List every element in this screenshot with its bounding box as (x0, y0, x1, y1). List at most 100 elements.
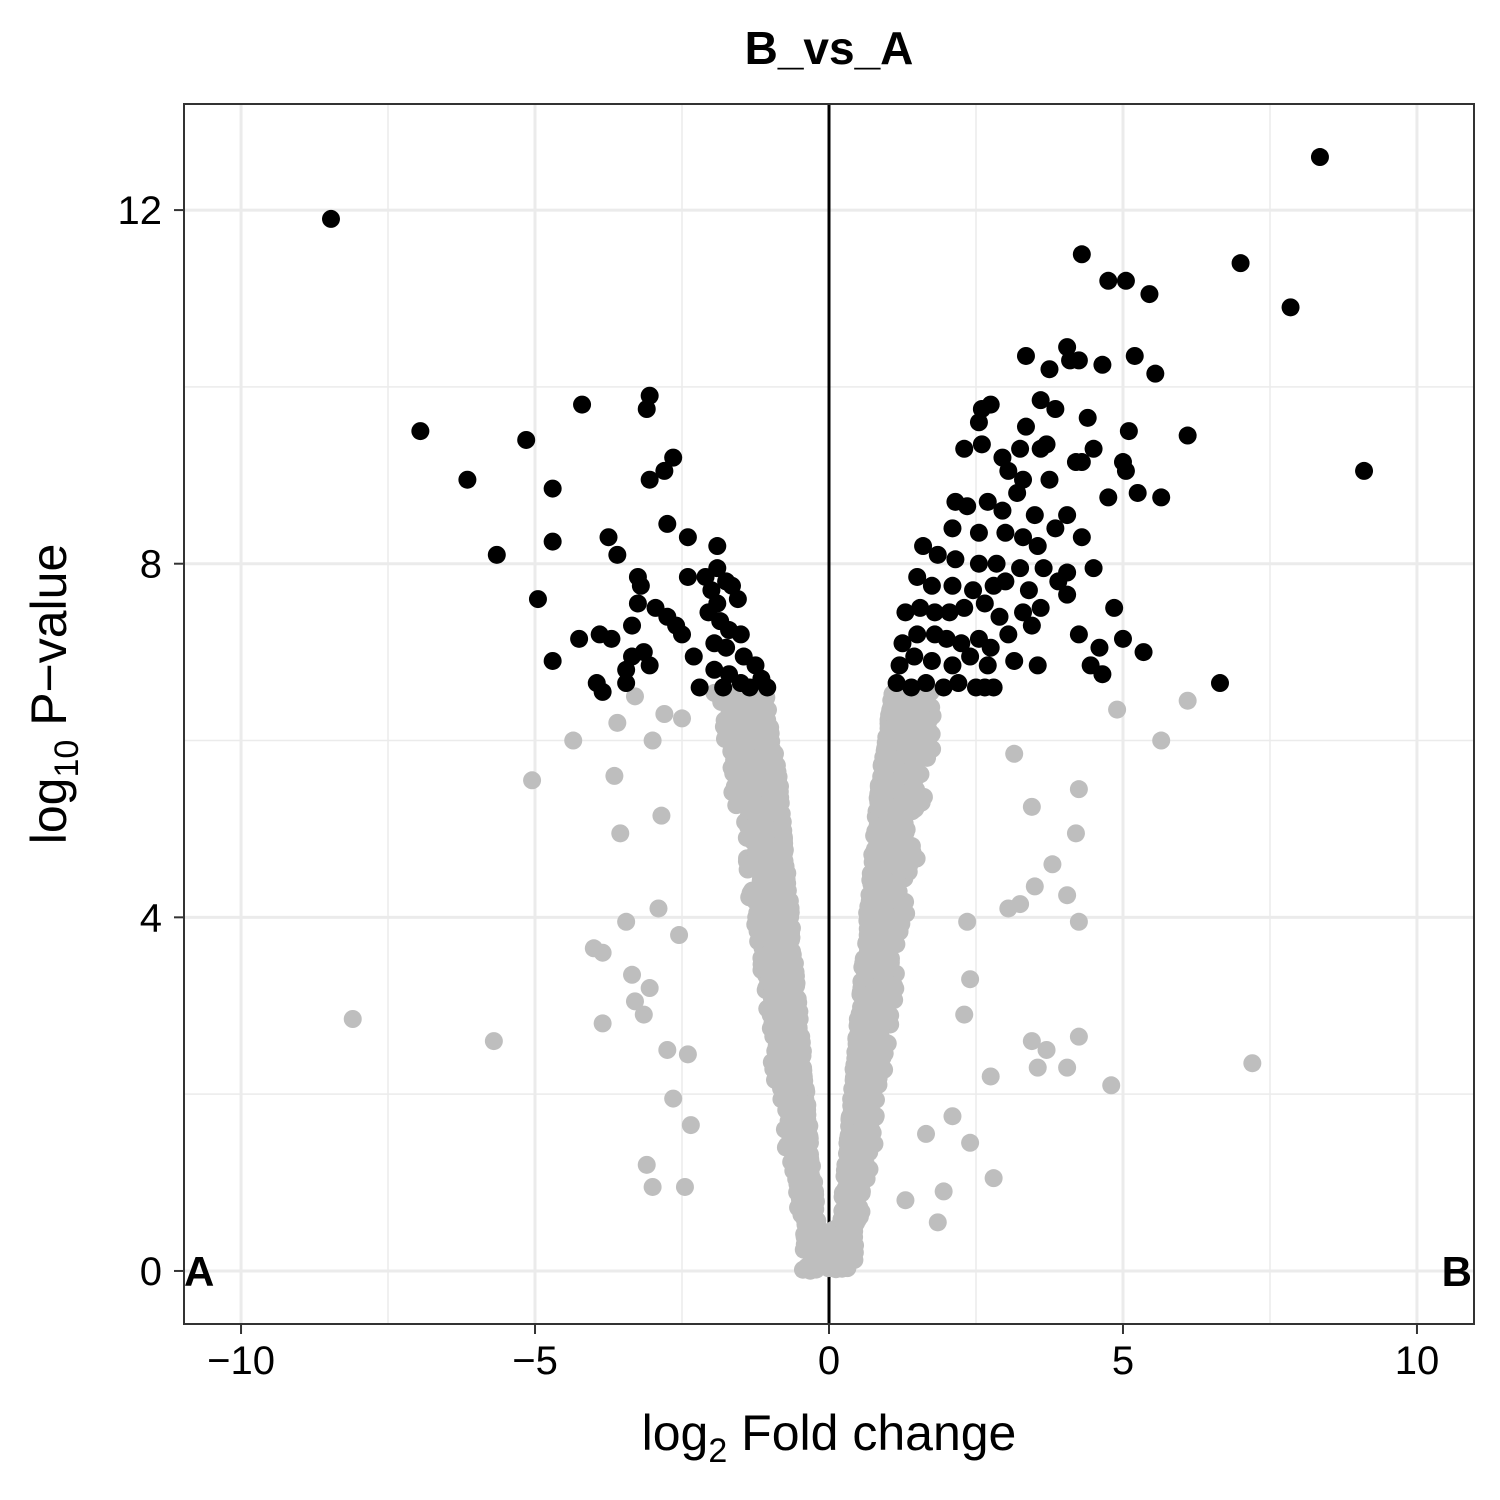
x-axis-label: log2 Fold change (642, 1405, 1017, 1470)
nonsignificant-point (879, 746, 898, 765)
significant-point (928, 545, 947, 564)
significant-point (961, 647, 980, 666)
nonsignificant-point (779, 923, 798, 942)
significant-point (758, 678, 777, 697)
significant-point (1046, 519, 1065, 538)
nonsignificant-point (754, 831, 773, 850)
nonsignificant-point (961, 970, 980, 989)
nonsignificant-point (800, 1116, 819, 1135)
significant-point (673, 625, 692, 644)
nonsignificant-point (803, 1196, 822, 1215)
nonsignificant-point (343, 1010, 362, 1028)
nonsignificant-point (767, 937, 786, 956)
nonsignificant-point (673, 709, 692, 728)
nonsignificant-point (681, 1116, 700, 1135)
significant-point (1210, 674, 1229, 693)
significant-point (1113, 629, 1132, 648)
significant-point (1072, 245, 1091, 264)
nonsignificant-point (895, 818, 914, 837)
nonsignificant-point (564, 731, 583, 750)
nonsignificant-point (763, 1014, 782, 1033)
nonsignificant-point (837, 1218, 856, 1237)
nonsignificant-point (640, 979, 659, 998)
significant-point (1099, 271, 1118, 290)
significant-point (972, 435, 991, 454)
significant-point (887, 674, 906, 693)
significant-point (996, 523, 1015, 542)
nonsignificant-point (758, 959, 777, 978)
significant-point (617, 674, 636, 693)
x-axis-label-prefix: log (642, 1405, 709, 1461)
nonsignificant-point (1058, 1058, 1077, 1077)
significant-point (1016, 346, 1035, 365)
significant-point (955, 598, 974, 617)
significant-point (984, 678, 1003, 697)
significant-point (958, 497, 977, 516)
nonsignificant-point (678, 1045, 697, 1064)
nonsignificant-point (664, 1089, 683, 1108)
nonsignificant-point (763, 853, 782, 872)
significant-point (1355, 461, 1374, 480)
significant-point (1034, 559, 1053, 578)
significant-point (946, 550, 965, 569)
significant-point (937, 629, 956, 648)
significant-point (411, 422, 430, 441)
nonsignificant-point (617, 912, 636, 931)
nonsignificant-point (849, 1106, 868, 1125)
nonsignificant-point (772, 900, 791, 919)
significant-point (1014, 603, 1033, 622)
nonsignificant-point (593, 943, 612, 962)
significant-point (1008, 483, 1027, 502)
significant-point (1140, 285, 1159, 304)
significant-point (1146, 364, 1165, 383)
significant-point (981, 638, 1000, 657)
x-tick-label: −10 (207, 1339, 275, 1383)
significant-point (1231, 254, 1250, 273)
chart-title: B_vs_A (745, 22, 914, 74)
nonsignificant-point (794, 1240, 813, 1259)
y-tick-label: 12 (118, 189, 163, 233)
significant-point (999, 461, 1018, 480)
nonsignificant-point (658, 1040, 677, 1059)
significant-point (975, 594, 994, 613)
corner-label-left: A (184, 1248, 214, 1295)
nonsignificant-point (1152, 731, 1171, 750)
significant-point (573, 395, 592, 414)
significant-point (1078, 408, 1097, 427)
significant-point (1046, 400, 1065, 418)
nonsignificant-point (906, 799, 925, 818)
nonsignificant-point (763, 766, 782, 785)
nonsignificant-point (863, 902, 882, 921)
significant-point (1058, 585, 1077, 604)
nonsignificant-point (843, 1177, 862, 1196)
significant-point (617, 660, 636, 679)
significant-point (640, 470, 659, 489)
significant-point (890, 656, 909, 675)
significant-point (690, 678, 709, 697)
significant-point (987, 554, 1006, 573)
significant-point (599, 528, 618, 547)
nonsignificant-point (1005, 744, 1024, 763)
significant-point (655, 461, 674, 480)
nonsignificant-point (625, 992, 644, 1011)
significant-point (731, 625, 750, 644)
significant-point (658, 514, 677, 533)
significant-point (1281, 298, 1300, 317)
nonsignificant-point (643, 731, 662, 750)
significant-point (664, 448, 683, 467)
nonsignificant-point (869, 1075, 888, 1094)
significant-point (528, 590, 547, 609)
significant-point (458, 470, 477, 489)
significant-point (943, 656, 962, 675)
nonsignificant-point (857, 1169, 876, 1188)
significant-point (728, 590, 747, 609)
nonsignificant-point (870, 791, 889, 810)
significant-point (602, 629, 621, 648)
significant-point (740, 678, 759, 697)
significant-point (893, 634, 912, 653)
nonsignificant-point (1102, 1076, 1121, 1095)
nonsignificant-point (920, 726, 939, 745)
significant-point (943, 576, 962, 595)
y-axis-label-sub: 10 (48, 740, 86, 778)
